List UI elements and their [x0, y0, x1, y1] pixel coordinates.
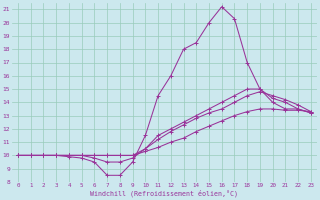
- X-axis label: Windchill (Refroidissement éolien,°C): Windchill (Refroidissement éolien,°C): [91, 190, 238, 197]
